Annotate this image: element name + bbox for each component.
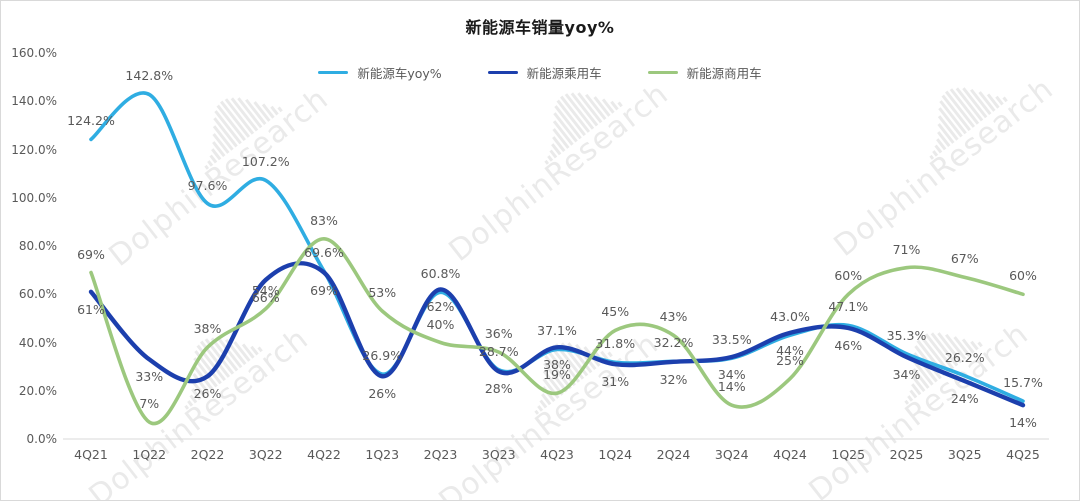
data-label-series0: 26.9% <box>362 348 403 364</box>
data-label-series0: 15.7% <box>1003 375 1043 391</box>
data-label-series0: 32.2% <box>653 335 694 351</box>
data-label-series2: 14% <box>717 379 746 395</box>
chart-title: 新能源车销量yoy% <box>465 18 615 37</box>
x-axis-tick: 3Q24 <box>714 447 749 462</box>
data-label-series0: 28.7% <box>478 343 519 359</box>
data-label-series2: 19% <box>543 367 571 383</box>
data-label-series1: 34% <box>892 366 921 382</box>
data-label-series0: 26.2% <box>944 349 985 365</box>
x-axis-tick: 3Q22 <box>248 447 283 462</box>
data-label-series2: 40% <box>426 316 455 332</box>
legend-line-icon <box>487 70 518 75</box>
x-axis-tick: 2Q24 <box>656 447 691 462</box>
y-axis-tick: 20.0% <box>18 383 57 398</box>
data-label-series0: 69.6% <box>304 245 344 261</box>
y-axis-tick: 40.0% <box>18 335 57 350</box>
data-label-series2: 43% <box>659 309 688 325</box>
x-axis-tick: 1Q25 <box>831 447 866 462</box>
x-axis-tick: 1Q22 <box>132 447 167 462</box>
legend-line-icon <box>318 70 349 75</box>
data-label-series1: 26% <box>368 386 397 402</box>
y-axis-tick: 60.0% <box>18 287 57 302</box>
data-label-series2: 60% <box>834 268 863 284</box>
y-axis-tick: 160.0% <box>11 46 57 60</box>
data-label-series2: 45% <box>601 304 630 320</box>
data-label-series1: 61% <box>77 301 105 317</box>
x-axis-tick: 4Q22 <box>307 447 341 462</box>
data-label-series2: 60% <box>1009 268 1037 284</box>
data-label-series1: 24% <box>950 391 979 407</box>
x-axis-tick: 2Q22 <box>190 447 225 462</box>
data-label-series1: 38% <box>543 357 571 373</box>
data-label-series0: 47.1% <box>828 299 869 315</box>
legend-label: 新能源乘用车 <box>526 66 602 81</box>
series-line-2 <box>89 236 1025 426</box>
data-label-series0: 35.3% <box>886 327 927 343</box>
data-label-series0: 37.1% <box>537 323 577 339</box>
legend-label: 新能源车yoy% <box>357 66 442 81</box>
x-axis-tick: 4Q24 <box>773 447 807 462</box>
x-axis-tick: 4Q21 <box>74 447 108 462</box>
data-label-series0: 33.5% <box>711 332 752 348</box>
y-axis-tick: 80.0% <box>18 239 57 253</box>
data-label-series0: 31.8% <box>595 336 636 352</box>
data-label-series2: 54% <box>251 282 280 298</box>
data-label-series2: 25% <box>776 352 804 368</box>
data-label-series2: 36% <box>484 326 513 342</box>
x-axis-tick: 2Q25 <box>889 447 924 462</box>
data-label-series1: 26% <box>193 386 222 402</box>
data-label-series2: 69% <box>77 246 105 262</box>
x-axis-tick: 4Q23 <box>540 447 574 462</box>
data-label-series1: 46% <box>834 338 863 354</box>
chart-legend: 新能源车yoy% 新能源乘用车 新能源商用车 <box>1 63 1079 82</box>
data-label-series2: 71% <box>892 241 921 257</box>
legend-item-1: 新能源乘用车 <box>487 63 602 82</box>
data-label-series0: 97.6% <box>187 177 228 193</box>
x-axis-tick: 3Q25 <box>947 447 982 462</box>
data-label-series2: 67% <box>950 251 979 267</box>
series-line-1 <box>88 261 1026 408</box>
data-label-series1: 44% <box>776 342 804 358</box>
data-label-series0: 60.8% <box>420 266 461 282</box>
legend-label: 新能源商用车 <box>686 66 762 81</box>
data-label-series0: 124.2% <box>67 113 115 129</box>
data-label-series1: 14% <box>1009 415 1037 431</box>
data-label-series0: 43.0% <box>770 309 810 325</box>
data-label-series2: 83% <box>310 212 338 228</box>
y-axis-tick: 100.0% <box>11 190 57 205</box>
y-axis-tick: 140.0% <box>11 94 57 109</box>
data-label-series1: 69% <box>310 282 338 298</box>
x-axis-tick: 1Q23 <box>365 447 400 462</box>
x-axis-tick: 4Q25 <box>1006 447 1040 462</box>
data-label-series2: 38% <box>193 321 222 337</box>
data-label-series1: 34% <box>717 366 746 382</box>
y-axis-tick: 120.0% <box>11 142 57 157</box>
x-axis-tick: 3Q23 <box>481 447 516 462</box>
data-label-series2: 53% <box>368 285 397 301</box>
y-axis-tick: 0.0% <box>26 432 58 446</box>
data-label-series1: 31% <box>601 374 630 390</box>
legend-item-2: 新能源商用车 <box>647 63 762 82</box>
data-label-series0: 142.8% <box>125 68 174 84</box>
data-label-series2: 7% <box>139 396 160 412</box>
data-label-series1: 62% <box>426 299 455 315</box>
series-line-0 <box>89 91 1025 403</box>
data-label-series1: 28% <box>484 381 513 397</box>
data-label-series0: 107.2% <box>241 154 290 170</box>
data-label-series1: 32% <box>659 371 688 387</box>
data-label-series1: 33% <box>135 369 164 385</box>
data-label-series1: 66% <box>251 289 280 305</box>
x-axis-tick: 2Q23 <box>423 447 458 462</box>
legend-line-icon <box>647 70 678 75</box>
x-axis-tick: 1Q24 <box>598 447 633 462</box>
legend-item-0: 新能源车yoy% <box>318 63 442 82</box>
